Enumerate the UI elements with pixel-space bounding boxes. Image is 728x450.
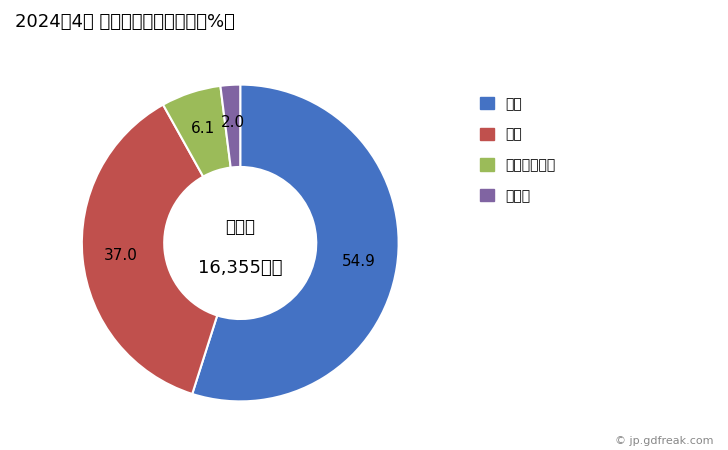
Wedge shape bbox=[82, 105, 217, 394]
Text: 16,355万円: 16,355万円 bbox=[198, 259, 282, 277]
Text: 総　額: 総 額 bbox=[225, 218, 256, 236]
Text: 2024年4月 輸出相手国のシェア（%）: 2024年4月 輸出相手国のシェア（%） bbox=[15, 14, 234, 32]
Text: 37.0: 37.0 bbox=[103, 248, 138, 263]
Wedge shape bbox=[163, 86, 231, 176]
Wedge shape bbox=[221, 85, 240, 167]
Wedge shape bbox=[192, 85, 399, 401]
Legend: 香港, 中国, シンガポール, その他: 香港, 中国, シンガポール, その他 bbox=[480, 97, 555, 203]
Text: 54.9: 54.9 bbox=[342, 254, 376, 269]
Text: 6.1: 6.1 bbox=[191, 121, 215, 136]
Text: © jp.gdfreak.com: © jp.gdfreak.com bbox=[615, 436, 713, 446]
Text: 2.0: 2.0 bbox=[221, 115, 245, 130]
